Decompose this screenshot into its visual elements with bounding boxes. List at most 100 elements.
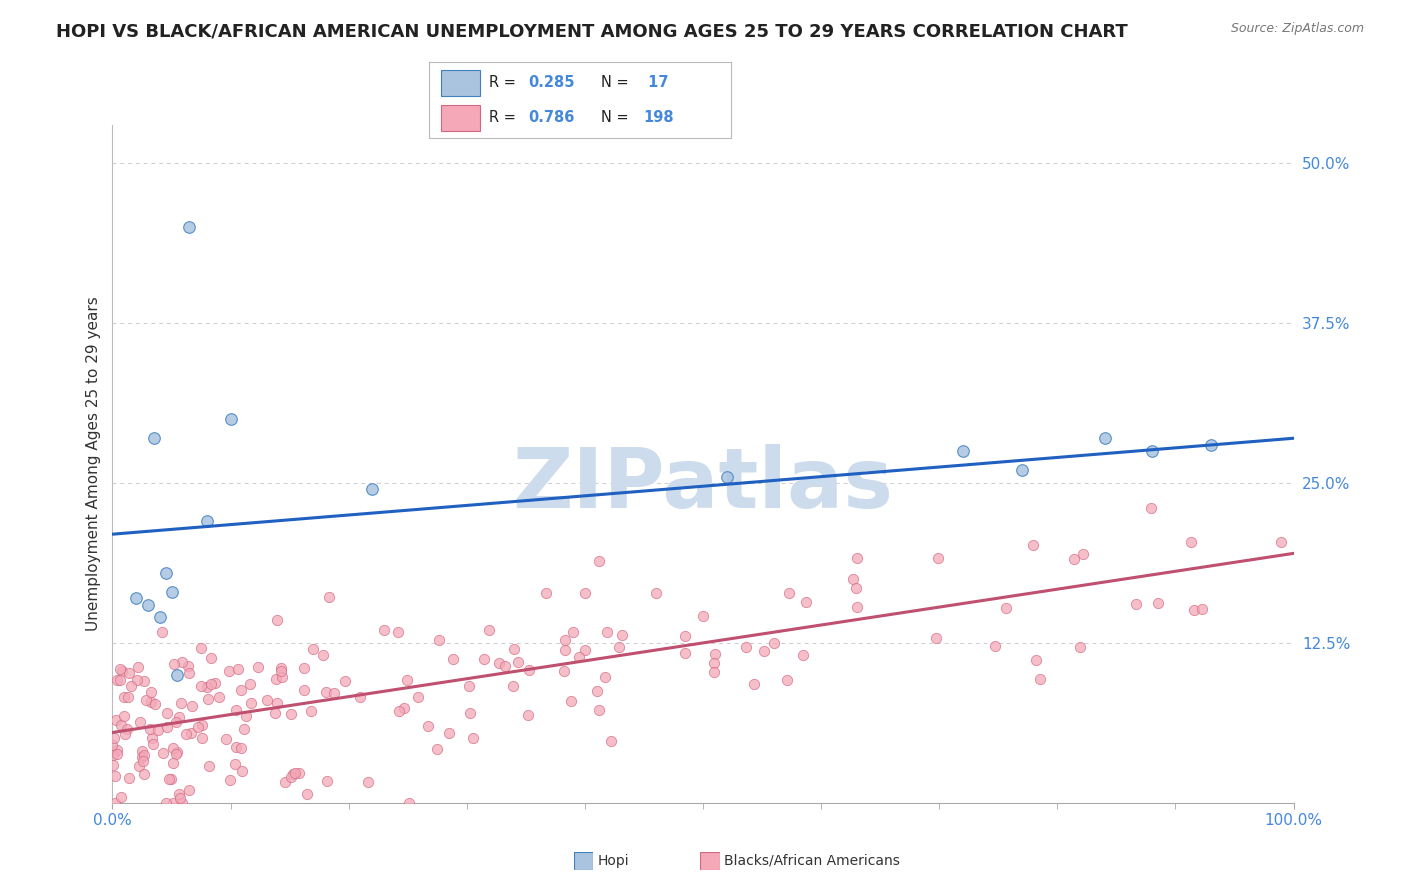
Point — [177, 782, 200, 797]
Point — [457, 679, 479, 693]
Point — [105, 713, 128, 727]
Point — [503, 641, 526, 656]
Point — [553, 664, 575, 678]
Point — [112, 709, 135, 723]
Point — [264, 672, 287, 686]
Point — [292, 661, 315, 675]
Point — [155, 566, 177, 580]
Point — [125, 591, 148, 606]
Point — [215, 732, 238, 747]
Point — [388, 705, 411, 719]
Point — [302, 642, 325, 657]
Point — [235, 708, 257, 723]
Point — [162, 756, 184, 770]
Point — [111, 665, 134, 679]
Point — [609, 640, 631, 655]
Point — [762, 635, 785, 649]
Point — [200, 677, 222, 691]
Point — [596, 624, 619, 639]
Point — [135, 692, 157, 706]
Point — [101, 758, 124, 772]
Point — [266, 696, 288, 710]
Point — [177, 659, 200, 673]
Point — [349, 690, 371, 704]
Text: Source: ZipAtlas.com: Source: ZipAtlas.com — [1230, 22, 1364, 36]
Point — [418, 719, 440, 733]
Point — [703, 665, 725, 680]
Point — [1011, 463, 1033, 477]
Point — [159, 772, 181, 786]
Point — [517, 664, 540, 678]
Point — [139, 695, 162, 709]
Point — [141, 731, 163, 745]
Point — [180, 726, 202, 740]
Point — [118, 666, 141, 681]
Point — [517, 708, 540, 723]
Point — [1147, 596, 1170, 610]
Point — [1140, 444, 1163, 458]
Point — [1191, 601, 1213, 615]
Point — [266, 613, 288, 627]
Point — [174, 727, 197, 741]
Point — [1199, 437, 1222, 451]
Point — [585, 684, 607, 698]
Point — [170, 655, 193, 669]
Point — [110, 789, 132, 804]
Point — [104, 769, 127, 783]
Point — [127, 660, 149, 674]
Point — [162, 796, 184, 810]
Point — [146, 723, 169, 737]
Point — [995, 600, 1018, 615]
Point — [172, 796, 194, 810]
Point — [197, 759, 219, 773]
FancyBboxPatch shape — [441, 70, 481, 95]
Point — [554, 632, 576, 647]
Point — [458, 706, 481, 720]
Point — [357, 774, 380, 789]
Point — [263, 706, 285, 720]
Point — [1180, 535, 1202, 549]
Point — [101, 748, 124, 763]
Point — [1270, 535, 1292, 549]
Point — [280, 706, 302, 721]
Point — [315, 685, 337, 699]
Point — [115, 722, 138, 736]
Text: R =: R = — [489, 111, 520, 125]
Point — [156, 719, 179, 733]
Point — [845, 581, 868, 595]
Point — [156, 706, 179, 720]
Point — [281, 767, 304, 781]
Point — [673, 646, 696, 660]
Point — [163, 657, 186, 671]
Point — [179, 220, 201, 235]
Point — [437, 726, 460, 740]
Point — [225, 702, 247, 716]
Point — [165, 747, 187, 761]
Point — [394, 701, 416, 715]
Point — [162, 741, 184, 756]
Point — [127, 673, 149, 688]
Text: Hopi: Hopi — [598, 854, 628, 868]
Point — [373, 624, 395, 638]
Point — [169, 791, 191, 805]
Point — [190, 641, 212, 656]
Point — [502, 679, 524, 693]
Point — [574, 586, 596, 600]
Point — [197, 692, 219, 706]
Point — [778, 586, 800, 600]
Point — [361, 483, 384, 497]
Point — [588, 554, 610, 568]
Point — [166, 668, 188, 682]
Point — [231, 764, 253, 779]
Point — [114, 690, 136, 704]
Text: ZIPatlas: ZIPatlas — [513, 443, 893, 524]
Point — [139, 685, 162, 699]
Point — [150, 624, 173, 639]
Point — [239, 696, 262, 710]
Text: N =: N = — [602, 76, 633, 90]
Point — [233, 722, 256, 736]
Point — [443, 652, 465, 666]
Point — [595, 669, 617, 683]
Point — [1071, 548, 1094, 562]
Point — [842, 572, 865, 586]
